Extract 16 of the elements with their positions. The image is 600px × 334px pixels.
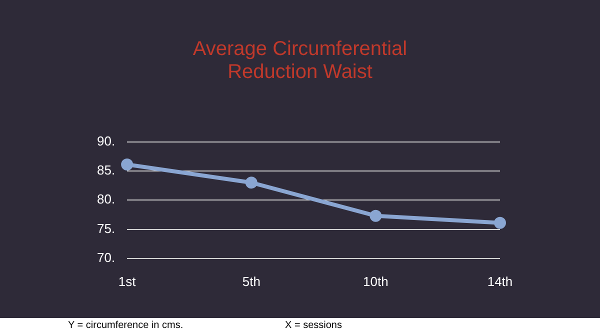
y-tick-label: 70.: [96, 250, 116, 265]
x-tick-label: 10th: [363, 274, 388, 289]
point: [494, 216, 506, 229]
text: X = sessions: [285, 320, 342, 331]
y-tick-label: 80.: [96, 192, 116, 207]
chart-title: Average Circumferential Reduction Waist: [192, 38, 408, 84]
y-tick-label: 75.: [96, 220, 116, 236]
y-tick-label: 90.: [96, 133, 116, 148]
point: [121, 158, 134, 171]
y-tick-label: 85.: [96, 162, 116, 178]
x-tick-label: 5th: [242, 274, 260, 289]
text: Y = circumference in cms.: [68, 320, 184, 331]
x-tick-label: 14th: [487, 274, 513, 289]
point: [245, 176, 258, 189]
point: [370, 210, 382, 222]
x-tick-label: 1st: [118, 274, 136, 289]
